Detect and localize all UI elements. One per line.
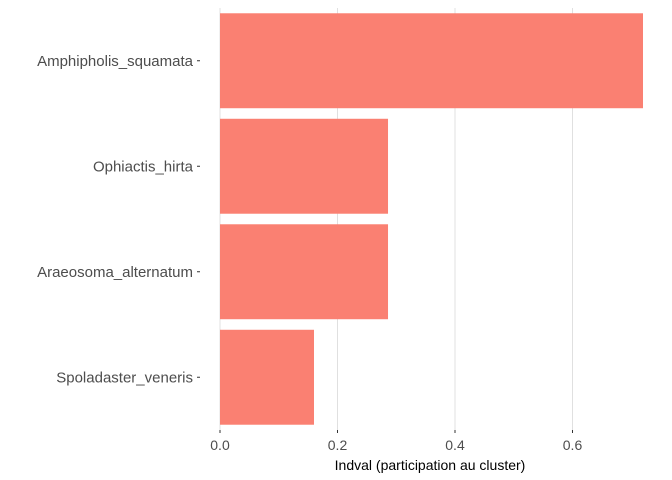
bars bbox=[220, 13, 643, 425]
bar-ophiactis-hirta bbox=[220, 118, 389, 214]
x-tick-label: 0.0 bbox=[210, 437, 230, 453]
bar-spoladaster-veneris bbox=[220, 329, 314, 425]
y-tick-label: Ophiactis_hirta bbox=[93, 158, 194, 175]
y-axis-labels: Amphipholis_squamata Ophiactis_hirta Araeo… bbox=[37, 53, 200, 386]
x-axis-title: Indval (participation au cluster) bbox=[335, 457, 526, 473]
y-tick-label: Araeosoma_alternatum bbox=[37, 264, 193, 281]
x-tick-label: 0.6 bbox=[563, 437, 583, 453]
bar-araeosoma-alternatum bbox=[220, 224, 389, 320]
x-tick-label: 0.4 bbox=[445, 437, 465, 453]
x-axis-labels: 0.0 0.2 0.4 0.6 bbox=[210, 430, 582, 453]
bar-amphipholis-squamata bbox=[220, 13, 643, 109]
y-tick-label: Amphipholis_squamata bbox=[37, 53, 194, 70]
x-tick-label: 0.2 bbox=[328, 437, 348, 453]
y-tick-label: Spoladaster_veneris bbox=[56, 369, 193, 386]
